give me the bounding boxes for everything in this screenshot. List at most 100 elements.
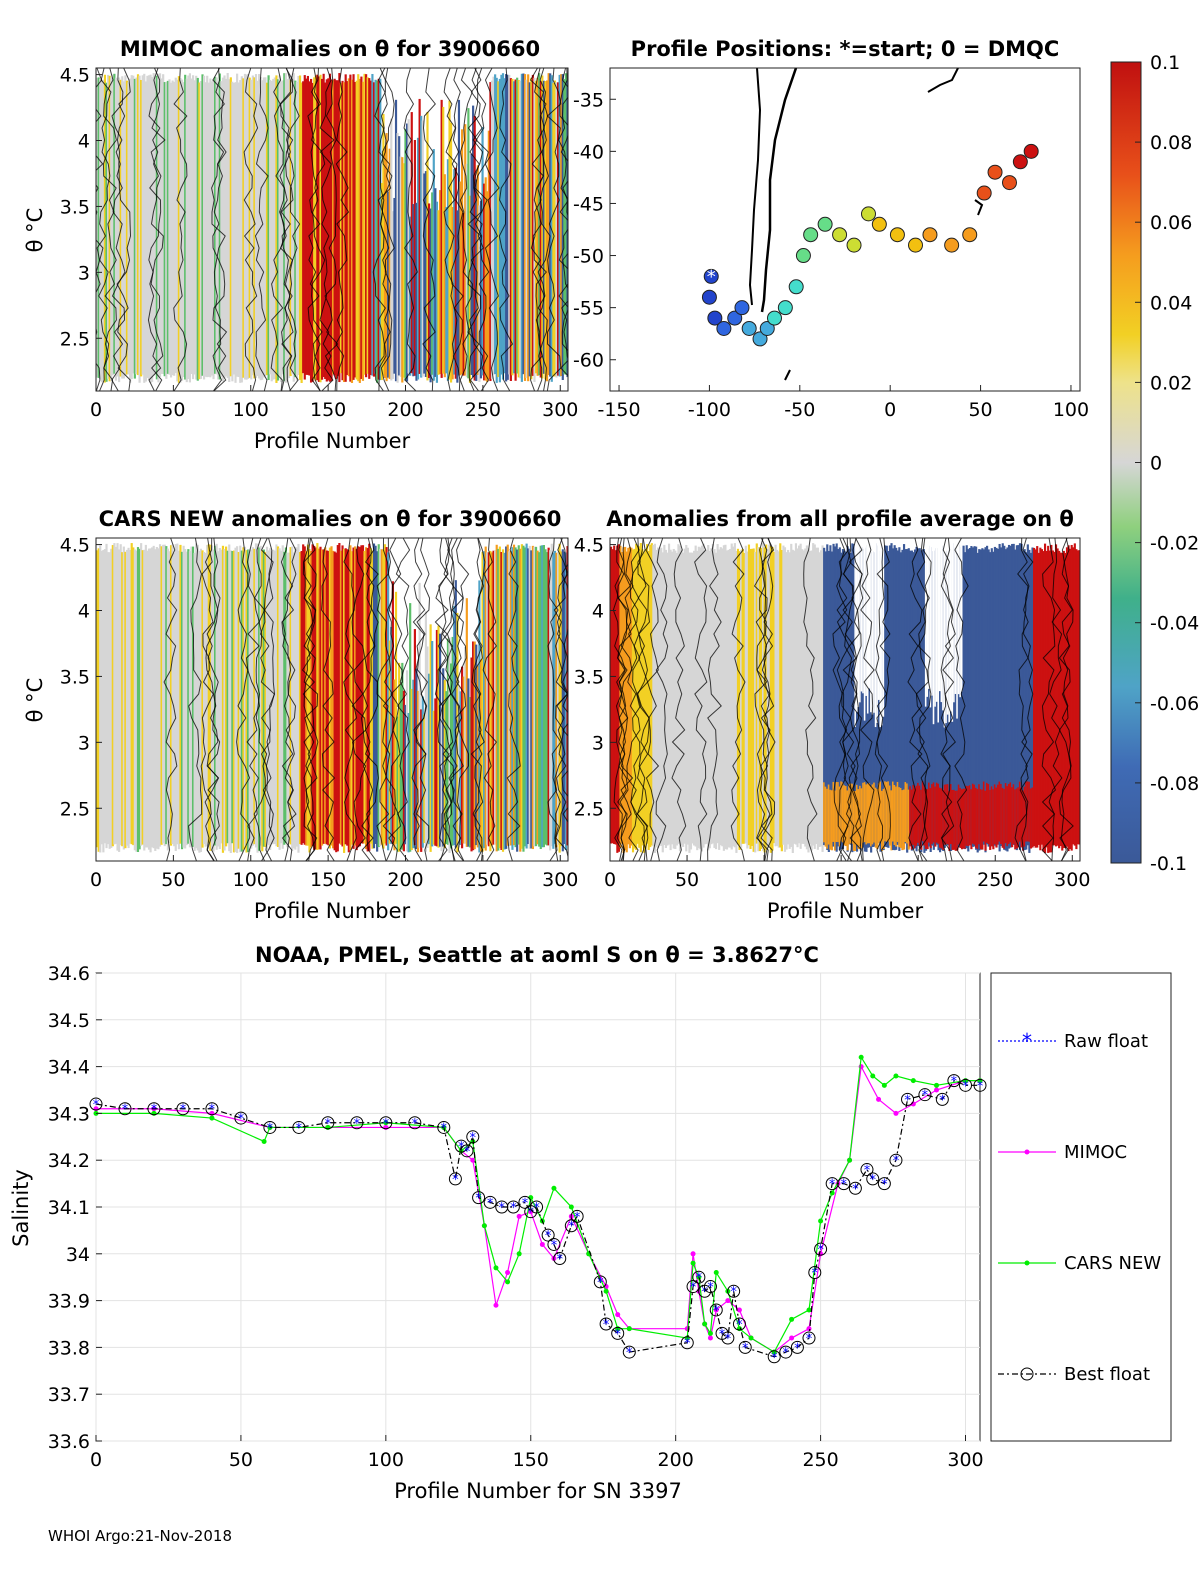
profile-position-marker: [962, 227, 978, 243]
heat-cell: [986, 545, 989, 845]
heat-cell: [147, 75, 151, 381]
heat-cell: [939, 545, 942, 853]
heat-cell: [121, 552, 124, 847]
heat-cell: [744, 545, 747, 844]
heat-cell: [1031, 787, 1034, 848]
heat-cell: [432, 710, 435, 845]
salinity-series: * * * * *** * * * * * *** *** * * * ** ************** ***…: [89, 1054, 987, 1366]
legend-label: Raw float: [1064, 1031, 1148, 1052]
raw-float-marker: *: [470, 1131, 477, 1146]
raw-float-marker: *: [487, 1196, 494, 1211]
heat-cell: [1062, 550, 1065, 848]
heat-cell: [287, 552, 291, 844]
heat-cell: [365, 74, 368, 378]
legend-label: MIMOC: [1064, 1142, 1127, 1163]
heat-cell: [108, 75, 111, 382]
raw-float-marker: *: [603, 1318, 610, 1333]
heat-cell: [644, 548, 647, 850]
best-float-marker: [570, 1209, 584, 1223]
heat-cell: [760, 547, 763, 849]
heat-cell: [358, 78, 361, 383]
heat-cell: [794, 543, 798, 845]
heat-cell: [314, 547, 317, 850]
profile-position-marker: [803, 227, 819, 243]
heat-cell: [143, 73, 146, 383]
heat-cell: [324, 82, 327, 379]
heat-cell: [105, 82, 108, 382]
heat-cell: [973, 546, 976, 847]
raw-float-marker: *: [852, 1182, 859, 1197]
heat-cell: [435, 201, 439, 383]
heat-cell: [948, 790, 951, 851]
x-tick-label: 50: [229, 1449, 253, 1471]
y-tick-label: 34.2: [48, 1150, 90, 1172]
heat-cell: [465, 163, 468, 378]
cars-ticks: 0 50 100 150 200 250 300 4.5 4 3.5 3 2.5: [60, 535, 579, 891]
contour-line: [259, 538, 275, 861]
heat-cell: [984, 790, 987, 851]
y-tick-label: -45: [573, 193, 604, 215]
heat-cell: [393, 679, 396, 851]
heat-cell: [483, 551, 486, 849]
heat-cell: [426, 646, 429, 848]
heat-cell: [697, 546, 700, 849]
series-point: [481, 1223, 487, 1229]
heat-cell: [251, 75, 254, 376]
heat-cell: [765, 544, 768, 850]
heat-cell: [489, 82, 492, 382]
best-float-marker: [889, 1153, 903, 1167]
heat-cell: [799, 543, 802, 849]
mimoc-xlabel: Profile Number: [254, 429, 411, 453]
heat-cell: [968, 785, 971, 846]
heat-cell: [1053, 551, 1056, 846]
heat-cell: [830, 790, 834, 851]
profile-position-marker: [707, 310, 723, 326]
heat-cell: [399, 684, 402, 850]
heat-cell: [509, 550, 512, 846]
best-float-marker: [448, 1172, 462, 1186]
contour-line: [364, 538, 379, 861]
contour-line: [848, 538, 863, 861]
heat-cell: [525, 79, 528, 379]
heat-cell: [986, 782, 989, 843]
best-float-marker: [506, 1200, 520, 1214]
heat-cell: [901, 549, 904, 850]
heat-cell: [995, 787, 998, 848]
heat-cell: [247, 549, 250, 852]
heat-cell: [113, 73, 116, 374]
best-float-marker: [547, 1237, 561, 1251]
heat-cell: [613, 545, 616, 845]
heat-cell: [289, 80, 292, 377]
heat-gap: [949, 538, 953, 712]
series-point: [748, 1335, 754, 1341]
heat-cell: [240, 550, 243, 852]
heat-cell: [427, 673, 431, 845]
series-point: [713, 1270, 719, 1276]
positions-title: Profile Positions: *=start; 0 = DMQC: [631, 37, 1060, 61]
heat-cell: [1028, 781, 1031, 842]
heat-cell: [405, 670, 409, 852]
contour-line: [559, 68, 568, 361]
x-tick-label: 300: [1054, 869, 1090, 891]
heat-cell: [630, 547, 633, 846]
heat-cell: [816, 547, 819, 850]
contour-line: [96, 68, 112, 391]
best-float-marker: [877, 1177, 891, 1191]
heat-cell: [736, 548, 740, 845]
heat-cell: [191, 546, 195, 847]
heat-cell: [339, 550, 343, 845]
heat-cell: [317, 76, 321, 382]
heat-cell: [163, 544, 166, 847]
heat-cell: [960, 789, 964, 850]
heat-cell: [517, 80, 520, 378]
heat-cell: [232, 82, 236, 375]
heat-gap: [868, 538, 871, 689]
heat-cell: [368, 78, 371, 379]
heat-cell: [1070, 544, 1073, 851]
heat-cell: [426, 111, 429, 381]
heat-cell: [552, 82, 555, 377]
heat-cell: [813, 544, 816, 849]
heat-cell: [693, 550, 696, 846]
contour-line: [111, 68, 126, 391]
raw-float-marker: *: [510, 1201, 517, 1216]
